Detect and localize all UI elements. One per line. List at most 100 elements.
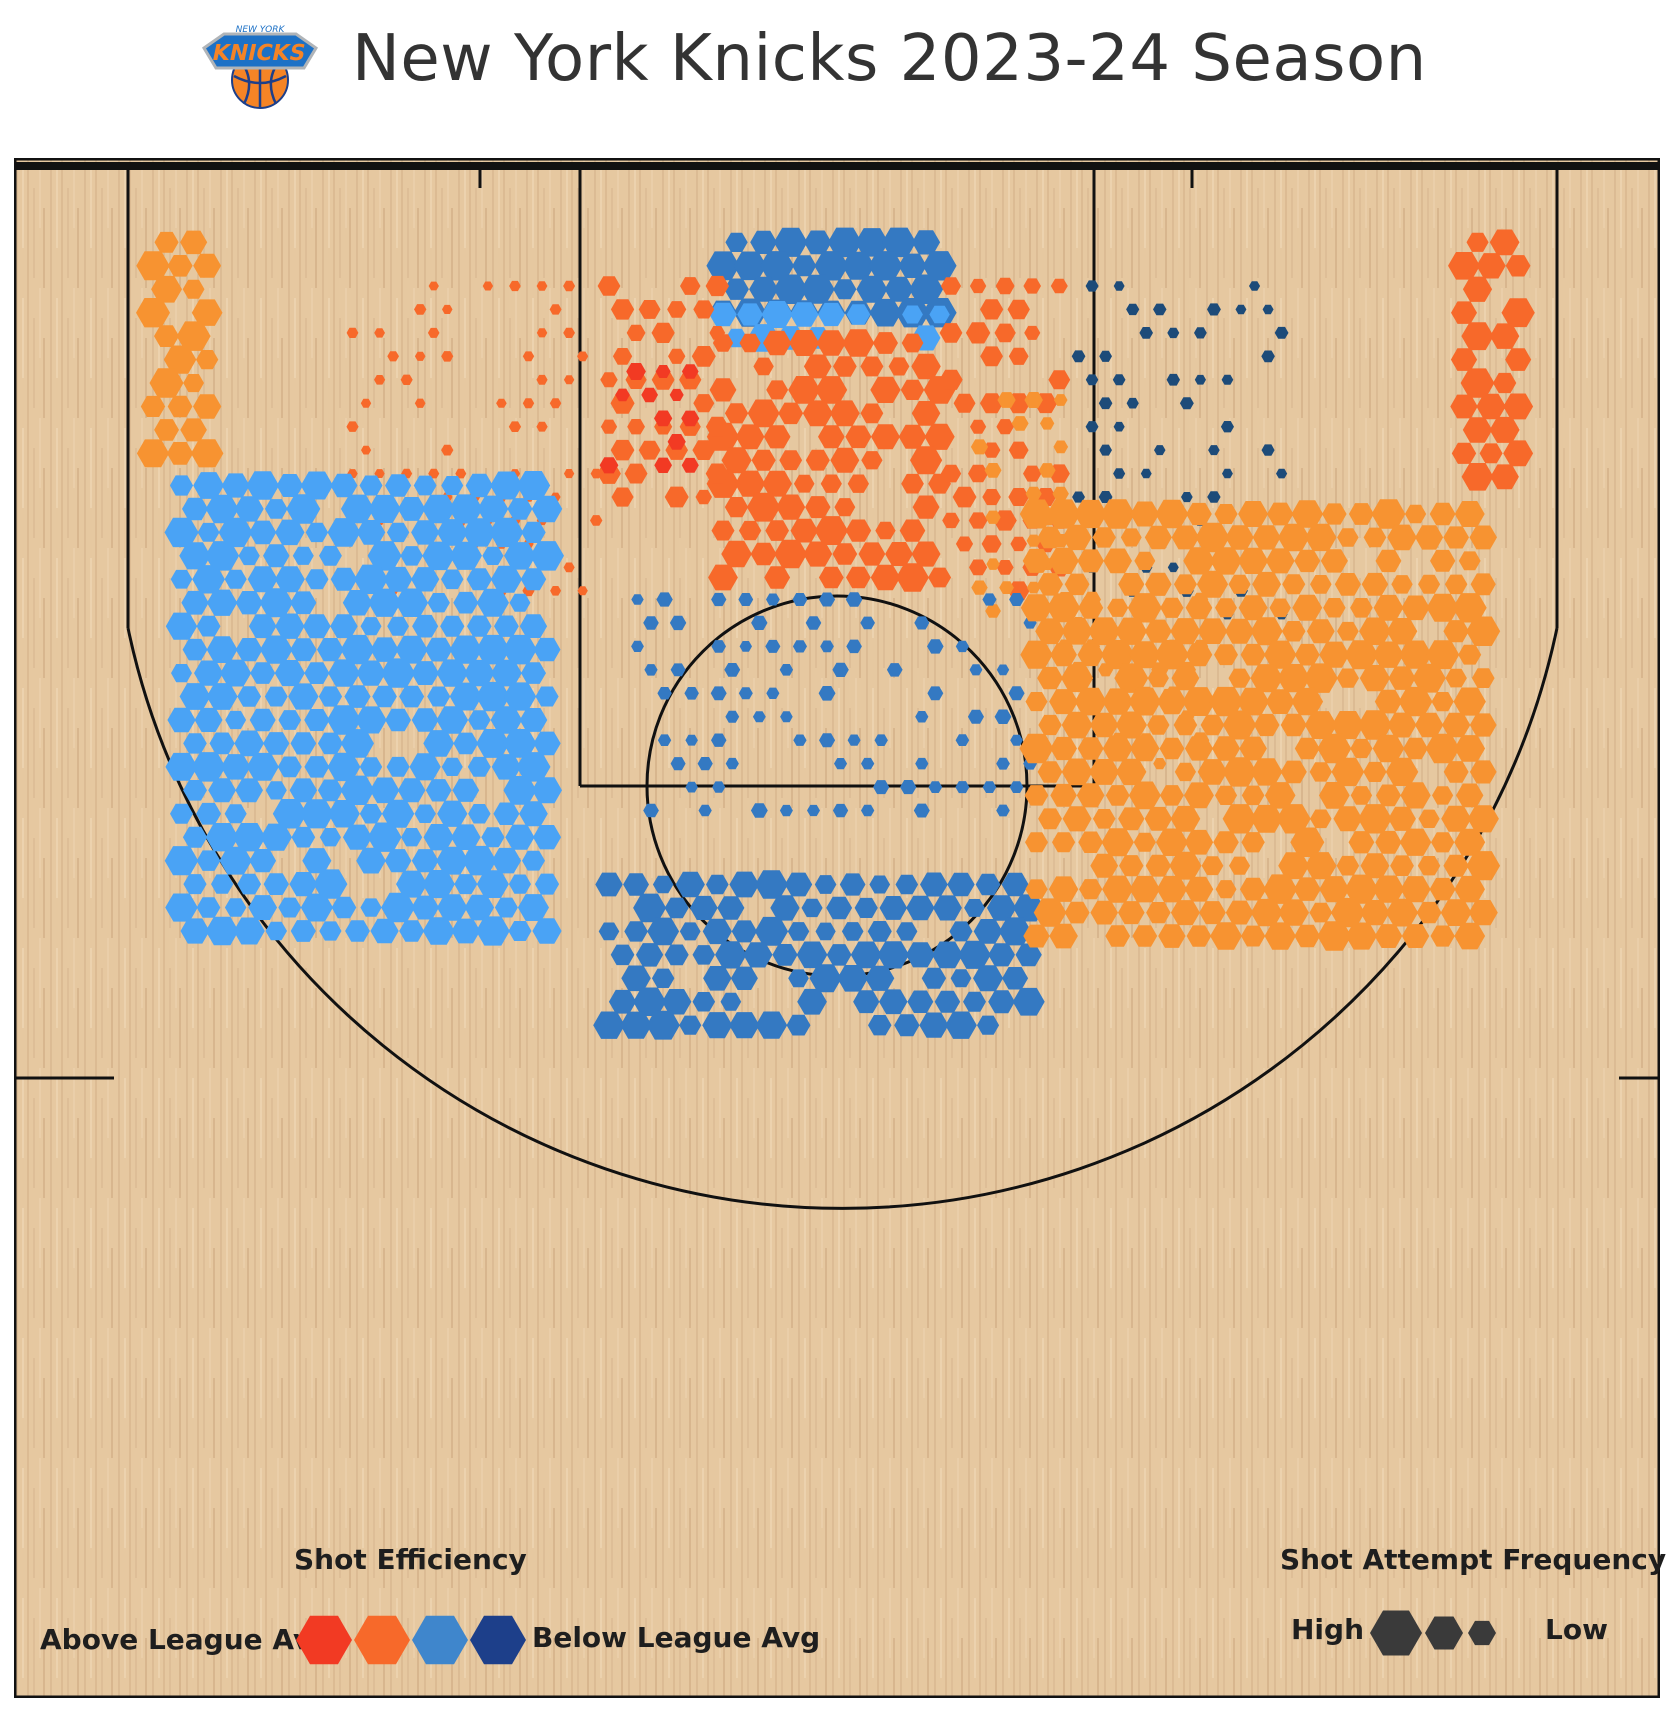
hex-bin bbox=[449, 682, 482, 711]
hex-bin bbox=[942, 512, 960, 529]
hex-bin bbox=[842, 251, 875, 280]
hex-bin bbox=[1310, 575, 1332, 594]
hex-bin bbox=[1194, 374, 1206, 385]
hex-bin bbox=[468, 804, 491, 824]
hex-bin bbox=[274, 660, 305, 687]
hex-bin bbox=[1375, 549, 1402, 573]
hex-bin bbox=[1215, 880, 1237, 899]
hex-bin bbox=[999, 581, 1014, 594]
hex-bin bbox=[773, 227, 808, 257]
hex-bin bbox=[1310, 809, 1332, 829]
hex-bin bbox=[436, 706, 469, 734]
hex-bin bbox=[395, 588, 429, 617]
hex-bin bbox=[1337, 528, 1359, 547]
hex-bin bbox=[611, 487, 634, 507]
hex-bin bbox=[517, 894, 549, 921]
hex-bin bbox=[1212, 736, 1241, 761]
hex-bin bbox=[317, 638, 344, 662]
hex-bin bbox=[409, 753, 441, 781]
hex-bin bbox=[724, 403, 749, 424]
hex-bin bbox=[804, 230, 832, 255]
hex-bin bbox=[755, 1011, 788, 1039]
hex-bin bbox=[1334, 573, 1361, 596]
hex-bin bbox=[385, 474, 412, 497]
hex-bin bbox=[1294, 549, 1321, 573]
hex-bin bbox=[1240, 643, 1266, 666]
knicks-logo-icon: KNICKS NEW YORK bbox=[201, 25, 319, 109]
hex-bin bbox=[1461, 463, 1494, 491]
hex-bin bbox=[655, 365, 671, 378]
hex-bin bbox=[1344, 640, 1379, 670]
hex-bin bbox=[235, 778, 263, 803]
hex-bin bbox=[861, 804, 875, 817]
hex-bin bbox=[449, 635, 483, 664]
hex-bin bbox=[1229, 856, 1251, 875]
hex-bin bbox=[490, 706, 523, 734]
hex-bin bbox=[1085, 374, 1099, 386]
hex-bin bbox=[669, 615, 687, 631]
hex-bin bbox=[970, 439, 989, 455]
hex-bin bbox=[1146, 902, 1171, 924]
efficiency-legend-swatches bbox=[296, 1615, 526, 1665]
hex-bin bbox=[1403, 737, 1428, 760]
hex-bin bbox=[342, 824, 373, 850]
hex-bin bbox=[149, 368, 184, 398]
hex-bin bbox=[1100, 499, 1135, 529]
hex-bin bbox=[1337, 621, 1359, 641]
hex-bin bbox=[709, 302, 737, 327]
hex-bin bbox=[1418, 809, 1440, 828]
hex-bin bbox=[1373, 641, 1404, 668]
hex-bin bbox=[793, 474, 815, 493]
hex-bin bbox=[1061, 664, 1094, 693]
hex-bin bbox=[867, 921, 892, 942]
hex-bin bbox=[191, 299, 223, 326]
hex-bin bbox=[1092, 527, 1116, 548]
hex-bin bbox=[330, 614, 358, 639]
hex-bin bbox=[1373, 594, 1404, 621]
hex-bin bbox=[982, 593, 997, 606]
hex-bin bbox=[590, 515, 603, 526]
hex-bin bbox=[1026, 534, 1041, 547]
hex-bin bbox=[1061, 758, 1093, 786]
hex-bin bbox=[359, 475, 383, 496]
hex-bin bbox=[136, 251, 170, 281]
hex-bin bbox=[973, 965, 1004, 992]
hex-bin bbox=[1099, 350, 1112, 362]
hex-bin bbox=[1019, 499, 1054, 529]
hex-bin bbox=[1025, 832, 1048, 853]
hex-bin bbox=[986, 558, 1000, 570]
hex-bin bbox=[368, 588, 401, 617]
hex-bin bbox=[1159, 737, 1185, 760]
hex-bin bbox=[977, 1015, 1000, 1035]
hex-bin bbox=[1079, 879, 1103, 900]
hex-bin bbox=[1133, 832, 1156, 852]
hex-bin bbox=[766, 687, 780, 699]
hex-bin bbox=[181, 590, 209, 615]
hex-bin bbox=[842, 329, 875, 357]
hex-bin bbox=[1139, 327, 1153, 339]
hex-bin bbox=[860, 403, 884, 424]
hex-bin bbox=[610, 299, 635, 320]
hex-bin bbox=[422, 870, 455, 899]
hex-bin bbox=[975, 873, 1001, 896]
hex-bin bbox=[711, 520, 735, 541]
hex-bin bbox=[1363, 761, 1387, 782]
hex-bin bbox=[1388, 666, 1416, 690]
hex-bin bbox=[846, 304, 871, 325]
hex-bin bbox=[411, 708, 439, 732]
hex-bin bbox=[1116, 758, 1147, 786]
hex-bin bbox=[1179, 397, 1194, 410]
hex-bin bbox=[549, 304, 562, 315]
hex-bin bbox=[950, 969, 972, 988]
hex-bin bbox=[1401, 924, 1430, 948]
hex-bin bbox=[874, 734, 888, 746]
hex-bin bbox=[1443, 620, 1469, 643]
hex-bin bbox=[360, 398, 372, 408]
hex-bin bbox=[1026, 581, 1041, 594]
hex-bin bbox=[1241, 832, 1265, 853]
hex-bin bbox=[911, 353, 941, 380]
hex-bin bbox=[1479, 443, 1503, 464]
hex-bin bbox=[1195, 522, 1230, 553]
hex-bin bbox=[1330, 897, 1365, 928]
hex-bin bbox=[985, 604, 1001, 618]
